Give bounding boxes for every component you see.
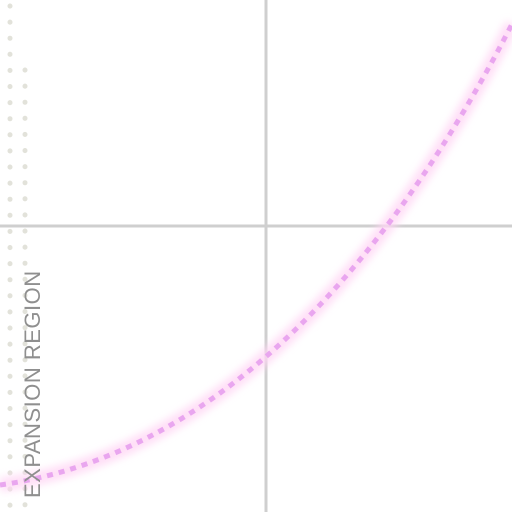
expansion-curve: [0, 22, 512, 488]
expansion-curve-glow: [0, 20, 512, 492]
expansion-region-label: EXPANSION REGION: [20, 270, 45, 498]
